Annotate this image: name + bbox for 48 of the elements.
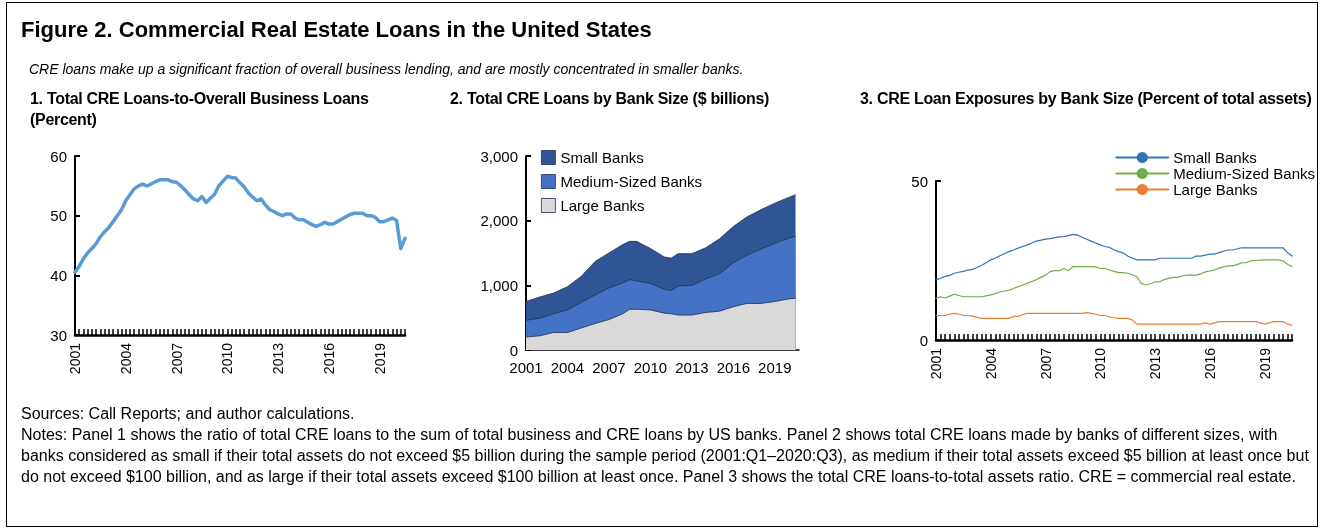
- x-tick-label: 2019: [371, 342, 388, 375]
- x-tick-label: 2007: [592, 359, 626, 376]
- x-tick-label: 2013: [1147, 347, 1164, 380]
- line-series: [935, 312, 1293, 326]
- y-tick-label: 50: [50, 207, 67, 225]
- x-tick-label: 2004: [982, 347, 999, 380]
- x-tick-label: 2010: [1092, 347, 1109, 380]
- x-tick-label: 2016: [1201, 347, 1218, 380]
- legend-label: Small Banks: [1173, 149, 1257, 166]
- chart-title: 3. CRE Loan Exposures by Bank Size (Percent of total assets): [860, 89, 1313, 109]
- y-tick-label: 3,000: [480, 147, 518, 165]
- x-tick-label: 2004: [117, 342, 134, 375]
- x-tick-label: 2007: [1037, 347, 1054, 380]
- y-tick-label: 0: [509, 341, 518, 359]
- text: Notes: Panel 1 shows the ratio of total CRE loans to the sum of total business and CRE loans by US banks. Panel 2 shows total CRE loans made by banks of different sizes, with banks considered as small if their total assets do not exceed $5 billion during the sample period (2001:Q1–2020:Q3), as medium if their total assets exceed $5 billion at least once but do not exceed $100 billion, and as large if their total assets exceed $100 billion at least once. Panel 3 shows the total CRE loans-to-total assets ratio. CRE = commercial real estate.: [21, 425, 1310, 487]
- y-tick-label: 2,000: [480, 212, 518, 230]
- y-tick-label: 40: [50, 266, 67, 284]
- x-tick-label: 2019: [758, 359, 792, 376]
- line-series: [73, 174, 407, 275]
- text: Figure 2. Commercial Real Estate Loans in the United States: [21, 17, 652, 43]
- line-series: [935, 233, 1293, 281]
- x-tick-label: 2013: [270, 342, 287, 375]
- x-tick-label: 2016: [320, 342, 337, 375]
- y-tick-label: 30: [50, 326, 67, 344]
- y-tick-label: 1,000: [480, 276, 518, 294]
- x-tick-label: 2019: [1256, 347, 1273, 380]
- line-series: [935, 259, 1293, 299]
- chart-title: 2. Total CRE Loans by Bank Size ($ billions): [450, 89, 770, 109]
- x-tick-label: 2001: [928, 347, 944, 380]
- y-tick-label: 0: [919, 331, 928, 349]
- x-tick-label: 2013: [675, 359, 709, 376]
- x-tick-label: 2001: [509, 359, 543, 376]
- x-tick-label: 2001: [67, 342, 83, 375]
- legend-label: Large Banks: [1173, 181, 1258, 198]
- legend-label: Large Banks: [560, 197, 645, 214]
- x-tick-label: 2016: [716, 359, 751, 376]
- text: CRE loans make up a significant fraction of overall business lending, and are mostly concentrated in smaller banks.: [29, 61, 744, 77]
- y-tick-label: 50: [911, 172, 928, 190]
- x-tick-label: 2010: [219, 342, 236, 375]
- source-note: Sources: Call Reports; and author calculations.: [21, 404, 356, 424]
- y-tick-label: 60: [50, 147, 67, 165]
- legend-label: Small Banks: [560, 149, 644, 166]
- chart-title: 1. Total CRE Loans-to-Overall Business Loans (Percent): [30, 89, 370, 130]
- x-tick-label: 2010: [633, 359, 668, 376]
- x-tick-label: 2007: [168, 342, 185, 375]
- legend-label: Medium-Sized Banks: [1173, 165, 1316, 182]
- x-tick-label: 2004: [550, 359, 585, 376]
- legend-label: Medium-Sized Banks: [560, 173, 703, 190]
